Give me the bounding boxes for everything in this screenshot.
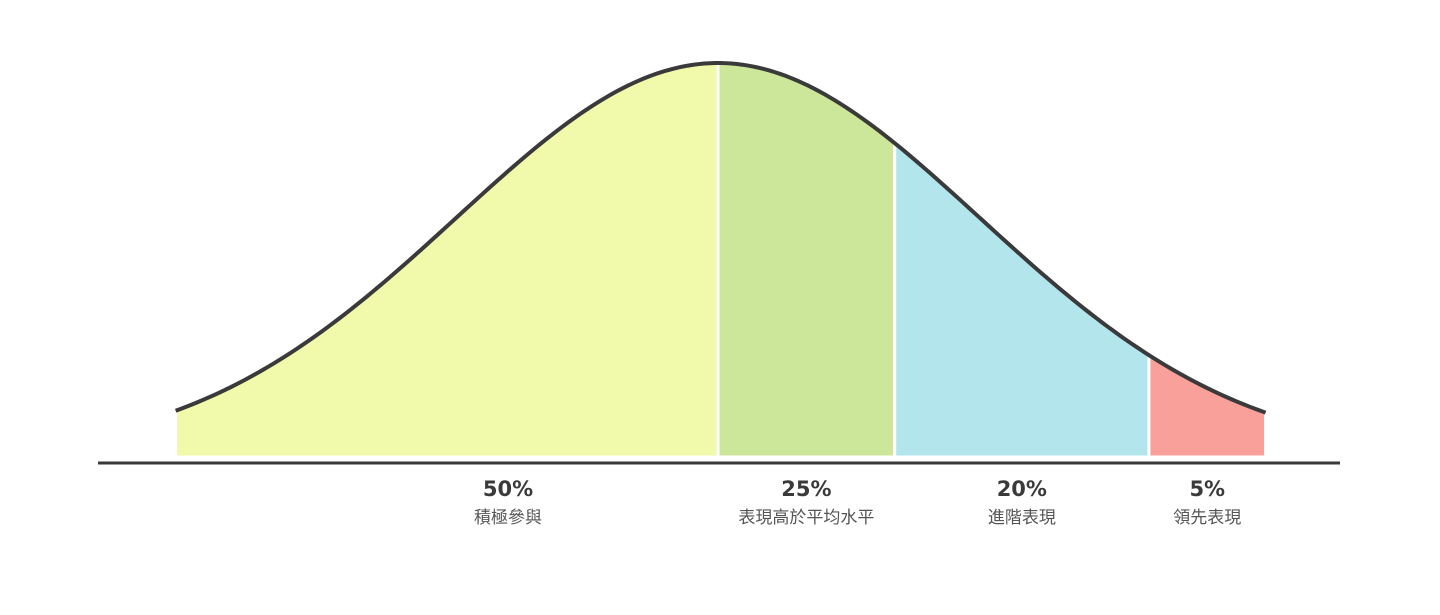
value-label: 25% (781, 477, 831, 501)
value-label: 5% (1189, 477, 1225, 501)
category-label: 積極參與 (474, 508, 542, 528)
category-label: 表現高於平均水平 (738, 508, 874, 528)
segment (174, 61, 720, 459)
curve (174, 61, 1267, 415)
segment (893, 140, 1151, 459)
value-label: 50% (483, 477, 533, 501)
value-label: 20% (997, 477, 1047, 501)
category-label: 領先表現 (1173, 508, 1241, 528)
category-label: 進階表現 (988, 508, 1056, 528)
